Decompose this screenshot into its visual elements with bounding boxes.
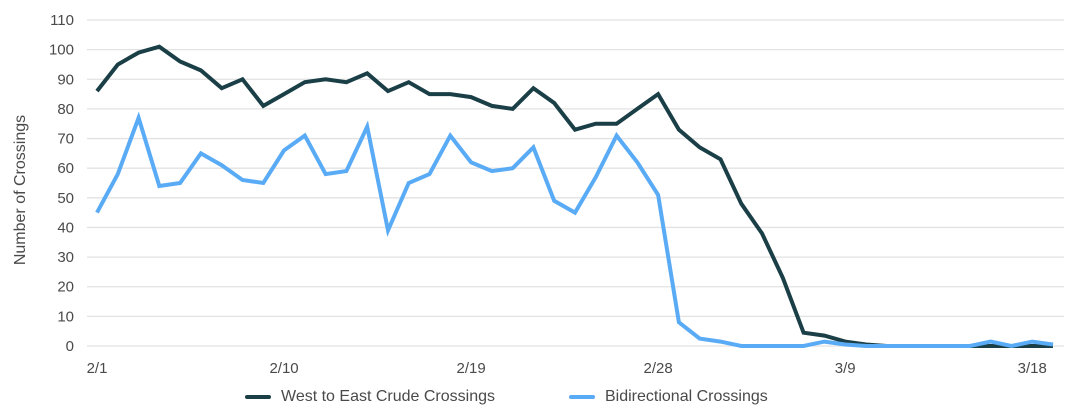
y-tick-label: 0 bbox=[66, 338, 74, 355]
y-tick-label: 20 bbox=[57, 279, 74, 296]
x-tick-label: 2/28 bbox=[644, 360, 673, 377]
x-tick-label: 2/10 bbox=[269, 360, 298, 377]
y-tick-label: 70 bbox=[57, 131, 74, 148]
legend-item-bidirectional: Bidirectional Crossings bbox=[569, 388, 768, 406]
x-axis-ticks: 2/1 2/10 2/19 2/28 3/9 3/18 bbox=[87, 360, 1047, 377]
legend-swatch-blue-line-icon bbox=[569, 395, 595, 399]
y-tick-label: 100 bbox=[49, 42, 74, 59]
y-tick-label: 80 bbox=[57, 101, 74, 118]
y-tick-label: 60 bbox=[57, 160, 74, 177]
x-tick-label: 2/19 bbox=[456, 360, 485, 377]
legend-swatch-dark-line-icon bbox=[245, 395, 271, 399]
y-tick-label: 10 bbox=[57, 308, 74, 325]
legend-label: Bidirectional Crossings bbox=[605, 388, 768, 405]
legend-item-west-to-east: West to East Crude Crossings bbox=[245, 388, 495, 406]
y-tick-label: 50 bbox=[57, 190, 74, 207]
y-tick-label: 90 bbox=[57, 71, 74, 88]
y-tick-label: 40 bbox=[57, 219, 74, 236]
y-tick-label: 30 bbox=[57, 249, 74, 266]
x-tick-label: 3/9 bbox=[835, 360, 856, 377]
legend: West to East Crude Crossings Bidirection… bbox=[0, 388, 1087, 412]
x-tick-label: 2/1 bbox=[87, 360, 108, 377]
legend-label: West to East Crude Crossings bbox=[281, 388, 496, 405]
y-axis-ticks: 0 10 20 30 40 50 60 70 80 90 100 110 bbox=[49, 12, 74, 355]
series-line-west-to-east bbox=[95, 44, 1053, 348]
y-tick-label: 110 bbox=[50, 12, 74, 29]
gridlines bbox=[87, 19, 1064, 347]
series-line-bidirectional bbox=[95, 111, 1054, 349]
series-lines bbox=[95, 44, 1054, 349]
y-axis-label: Number of Crossings bbox=[12, 115, 29, 265]
line-chart: 0 10 20 30 40 50 60 70 80 90 100 110 2/1 2/10 2/19 2/2… bbox=[12, 12, 1064, 377]
x-tick-label: 3/18 bbox=[1018, 360, 1047, 377]
